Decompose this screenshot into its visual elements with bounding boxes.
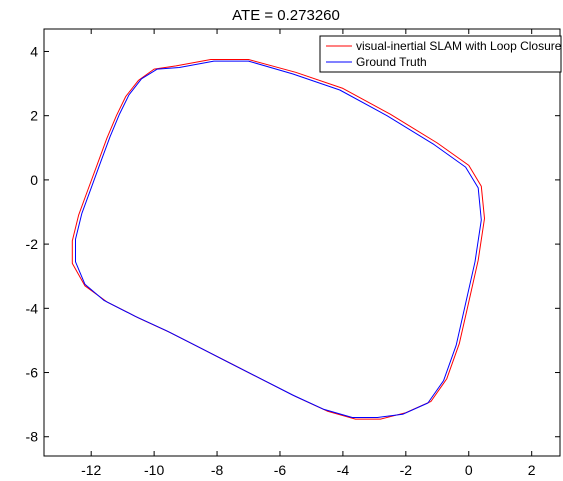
axes-layer: -12 -10 -8 -6 -4 -2 0 2 -8 -6 -4 -2 0 2 4 — [26, 29, 560, 478]
chart-title: ATE = 0.273260 — [232, 7, 340, 24]
x-tick-label: -6 — [274, 462, 287, 478]
x-tick-label: -4 — [337, 462, 350, 478]
y-tick-label: 4 — [30, 43, 38, 59]
data-layer — [71, 59, 485, 420]
legend-label-ground-truth: Ground Truth — [356, 55, 427, 69]
legend-box — [319, 35, 562, 73]
y-tick-label: -4 — [26, 300, 39, 316]
x-tick-label: -8 — [211, 462, 224, 478]
y-tick-label: -6 — [26, 365, 39, 381]
x-tick-label: -2 — [400, 462, 413, 478]
x-tick-label: 2 — [528, 462, 536, 478]
legend-label-slam: visual-inertial SLAM with Loop Closure — [356, 39, 562, 53]
y-tick-label: 2 — [30, 108, 38, 124]
x-tick-label: 0 — [465, 462, 473, 478]
y-tick-label: -8 — [26, 429, 39, 445]
y-tick-label: 0 — [30, 172, 38, 188]
x-tick-label: -10 — [144, 462, 164, 478]
legend: visual-inertial SLAM with Loop Closure G… — [319, 35, 562, 73]
plot-area — [43, 28, 561, 457]
x-tick-label: -12 — [81, 462, 101, 478]
series-line-1 — [75, 60, 482, 418]
y-tick-label: -2 — [26, 236, 39, 252]
